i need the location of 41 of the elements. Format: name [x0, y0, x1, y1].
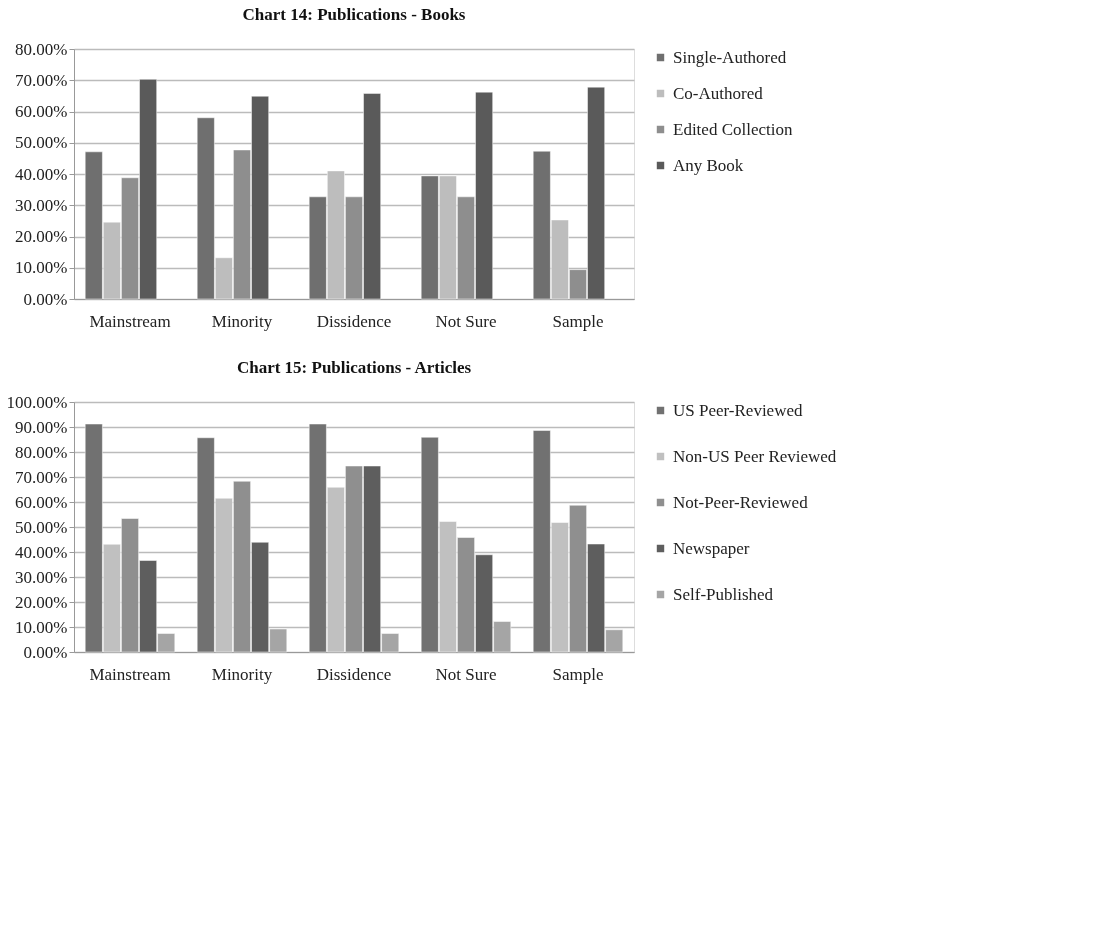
y-tick-label: 40.00% — [15, 542, 68, 562]
x-tick-label: Not Sure — [435, 311, 497, 331]
y-tick-label: 0.00% — [23, 289, 68, 309]
y-tick-label: 70.00% — [15, 70, 68, 90]
x-tick-label: Dissidence — [316, 311, 392, 331]
x-tick-label: Dissidence — [316, 664, 392, 684]
legend-label: Not-Peer-Reviewed — [673, 492, 809, 512]
y-tick-label: 80.00% — [15, 39, 68, 59]
y-tick-label: 100.00% — [6, 392, 68, 412]
x-tick-label: Mainstream — [89, 311, 171, 331]
legend-label: Non-US Peer Reviewed — [673, 446, 837, 466]
legend-label: Co-Authored — [673, 83, 764, 103]
chart-title: Chart 14: Publications - Books — [242, 5, 466, 24]
y-tick-label: 20.00% — [15, 592, 68, 612]
y-tick-label: 0.00% — [23, 642, 68, 662]
y-tick-label: 70.00% — [15, 467, 68, 487]
y-tick-label: 50.00% — [15, 133, 68, 153]
legend-label: Edited Collection — [673, 119, 793, 139]
y-tick-label: 80.00% — [15, 442, 68, 462]
legend-label: Single-Authored — [673, 47, 787, 67]
y-tick-label: 60.00% — [15, 102, 68, 121]
chart-title: Chart 15: Publications - Articles — [236, 358, 472, 377]
legend-label: Newspaper — [673, 538, 750, 558]
x-tick-label: Sample — [552, 311, 604, 331]
y-tick-label: 20.00% — [15, 227, 68, 246]
legend-label: US Peer-Reviewed — [673, 400, 803, 420]
legend-label: Any Book — [673, 155, 744, 175]
y-tick-label: 60.00% — [15, 492, 68, 512]
x-tick-label: Minority — [211, 311, 273, 331]
x-tick-label: Mainstream — [89, 664, 171, 684]
x-tick-label: Not Sure — [435, 664, 497, 684]
y-tick-label: 10.00% — [15, 258, 68, 278]
x-tick-label: Sample — [552, 664, 604, 684]
y-tick-label: 10.00% — [15, 617, 68, 637]
y-tick-label: 30.00% — [15, 567, 68, 587]
y-tick-label: 40.00% — [15, 164, 68, 184]
x-tick-label: Minority — [211, 664, 273, 684]
y-tick-label: 30.00% — [15, 195, 68, 215]
legend-label: Self-Published — [673, 584, 774, 604]
y-tick-label: 90.00% — [15, 417, 68, 437]
y-tick-label: 50.00% — [15, 517, 68, 537]
